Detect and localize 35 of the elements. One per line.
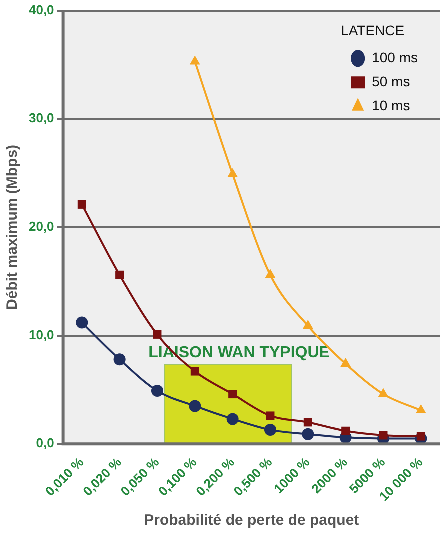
point	[379, 431, 388, 440]
point	[78, 200, 86, 209]
y-tick-label: 10,0	[28, 327, 54, 342]
point	[266, 412, 275, 420]
point	[302, 428, 314, 440]
y-tick-label: 30,0	[28, 110, 54, 126]
point	[116, 270, 124, 280]
y-axis-title: Débit maximum (Mbps)	[4, 144, 22, 310]
point	[265, 269, 276, 278]
point	[114, 354, 126, 366]
point	[378, 388, 389, 398]
point	[264, 424, 276, 436]
point	[302, 320, 314, 330]
point	[416, 432, 426, 441]
point	[190, 56, 200, 65]
point	[151, 385, 164, 398]
point	[189, 400, 202, 412]
legend-label: 50 ms	[372, 73, 410, 90]
point	[340, 358, 352, 367]
point	[76, 316, 88, 329]
x-axis-title: Probabilité de perte de paquet	[144, 512, 360, 530]
point	[228, 168, 238, 178]
point	[416, 404, 426, 414]
legend-label: 100 ms	[372, 49, 418, 66]
point	[190, 367, 200, 376]
point	[226, 413, 239, 426]
legend-label: 10 ms	[372, 97, 410, 114]
y-tick-label: 0,0	[36, 436, 54, 451]
point	[342, 426, 350, 436]
point	[228, 390, 238, 399]
point	[304, 418, 312, 427]
point	[153, 330, 162, 339]
y-tick-label: 40,0	[28, 2, 54, 18]
legend-title: LATENCE	[341, 22, 405, 39]
y-tick-label: 20,0	[28, 219, 54, 234]
